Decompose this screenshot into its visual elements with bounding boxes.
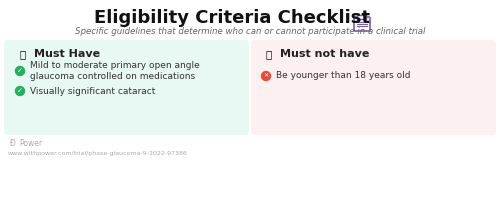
Text: ✓: ✓ <box>17 68 23 74</box>
Text: Be younger than 18 years old: Be younger than 18 years old <box>276 72 410 81</box>
Text: 👍: 👍 <box>20 49 26 59</box>
Text: 👎: 👎 <box>266 49 272 59</box>
Text: Ɖ: Ɖ <box>10 138 16 147</box>
FancyBboxPatch shape <box>358 15 366 19</box>
Text: Must Have: Must Have <box>34 49 100 59</box>
Text: Mild to moderate primary open angle
glaucoma controlled on medications: Mild to moderate primary open angle glau… <box>30 61 200 81</box>
Text: Visually significant cataract: Visually significant cataract <box>30 87 156 96</box>
Circle shape <box>16 66 24 76</box>
Text: ✕: ✕ <box>264 73 268 78</box>
Circle shape <box>16 87 24 96</box>
Text: Power: Power <box>19 138 42 147</box>
Text: www.withpower.com/trial/phase-glaucoma-9-2022-97386: www.withpower.com/trial/phase-glaucoma-9… <box>8 150 188 156</box>
FancyBboxPatch shape <box>354 17 370 31</box>
FancyBboxPatch shape <box>4 40 249 135</box>
Text: Must not have: Must not have <box>280 49 370 59</box>
FancyBboxPatch shape <box>251 40 496 135</box>
Circle shape <box>262 72 270 81</box>
Text: Specific guidelines that determine who can or cannot participate in a clinical t: Specific guidelines that determine who c… <box>75 27 425 37</box>
Text: Eligibility Criteria Checklist: Eligibility Criteria Checklist <box>94 9 370 27</box>
Text: ✓: ✓ <box>17 88 23 94</box>
